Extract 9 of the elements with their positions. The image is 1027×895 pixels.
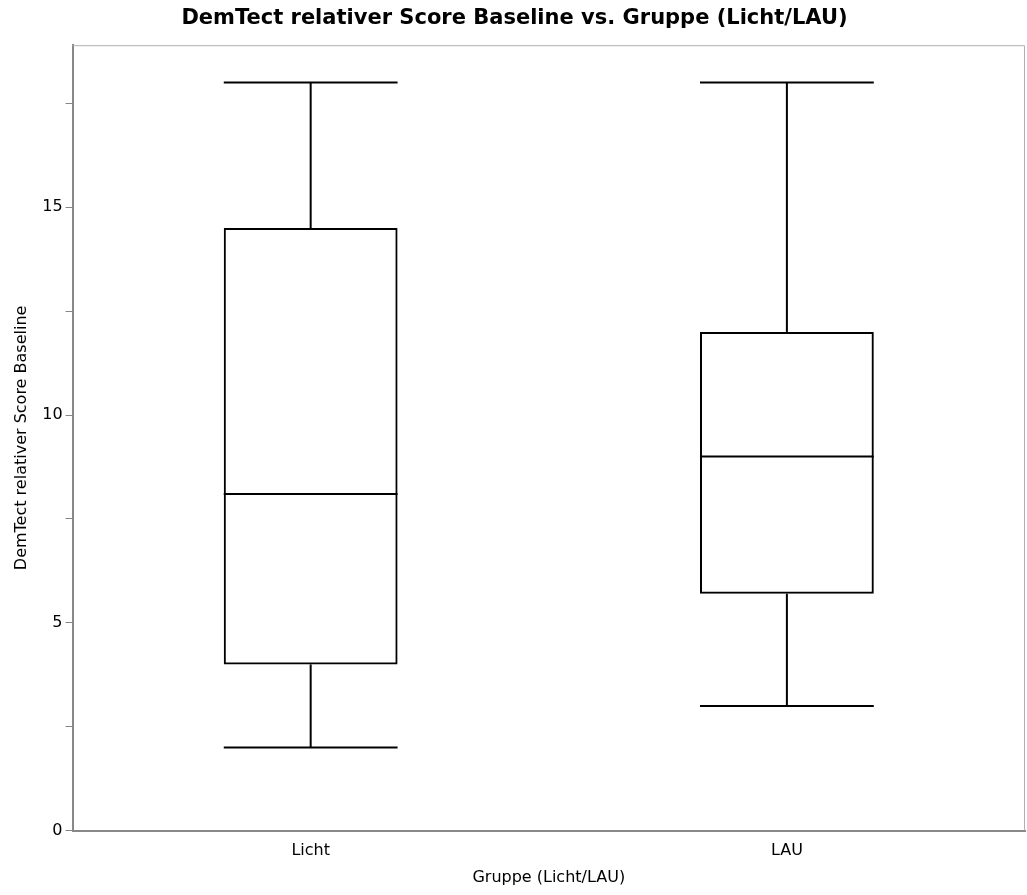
x-axis-title: Gruppe (Licht/LAU) [472,866,626,886]
y-axis-title: DemTect relativer Score Baseline [10,305,30,571]
y-tick-label: 15 [42,196,63,216]
y-tick-label: 5 [52,611,63,631]
y-tick-label: 0 [52,819,63,839]
y-tick-label: 10 [42,404,63,424]
x-tick-label: Licht [291,840,330,860]
chart-title: DemTect relativer Score Baseline vs. Gruppe (Licht/LAU) [181,5,848,30]
x-tick-label: LAU [770,840,803,860]
